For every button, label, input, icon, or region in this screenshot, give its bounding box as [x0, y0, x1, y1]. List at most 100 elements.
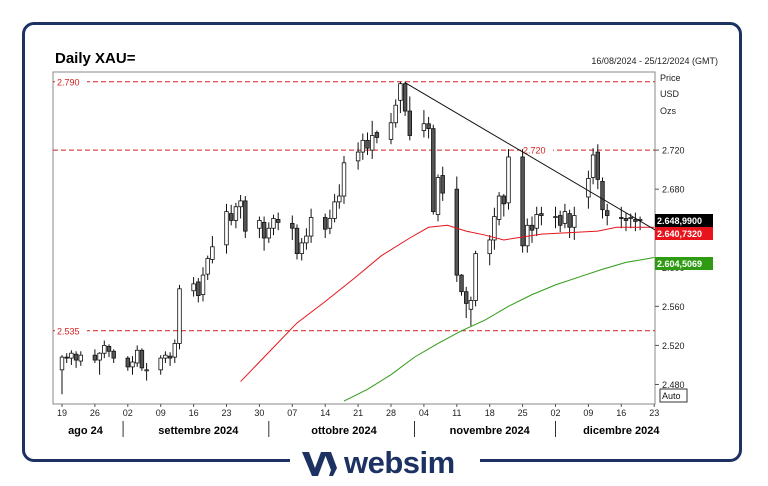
brand-bar: websim [0, 446, 768, 480]
x-tick-label: 18 [485, 408, 495, 418]
candle-body [73, 353, 79, 361]
candle-body [365, 139, 370, 149]
candle-body [158, 357, 163, 371]
candle-body [134, 349, 140, 364]
candle-body [398, 83, 403, 101]
price-axis-header: Price [660, 73, 681, 83]
moving-average-red [240, 224, 655, 382]
candle-body [210, 246, 215, 260]
candle-body [421, 123, 427, 131]
candle-body [501, 195, 506, 205]
websim-logo-icon [302, 452, 337, 476]
candle-body [529, 224, 535, 231]
candle-body [130, 361, 135, 368]
candle-body [525, 224, 530, 247]
candle-body [290, 222, 295, 229]
x-tick-label: 02 [123, 408, 133, 418]
candle-body [332, 201, 337, 219]
x-tick-label: 16 [616, 408, 626, 418]
candle-body [388, 122, 394, 140]
level-label-1: 2.720 [523, 146, 546, 156]
candle-body [341, 162, 347, 197]
currency-label: USD [660, 89, 680, 99]
candle-body [355, 151, 361, 162]
candle-body [623, 218, 629, 221]
candle-body [64, 356, 69, 359]
candle-body [402, 83, 408, 112]
level-label-2: 2.535 [57, 326, 80, 336]
moving-average-green [343, 257, 655, 402]
candle-body [459, 274, 464, 293]
candle-body [633, 219, 638, 222]
y-tick-label: 2.680 [662, 185, 685, 195]
candle-body [558, 215, 563, 226]
chart-card [22, 22, 742, 462]
candle-body [468, 300, 474, 310]
month-label: ottobre 2024 [311, 425, 377, 437]
candle-body [196, 281, 201, 297]
month-label: settembre 2024 [158, 425, 239, 437]
candlestick-series [59, 81, 643, 395]
candle-body [605, 210, 610, 216]
candle-body [487, 239, 492, 255]
y-tick-label: 2.480 [662, 380, 685, 390]
candle-body [144, 369, 149, 372]
candle-body [628, 217, 633, 219]
candle-body [102, 345, 107, 354]
candle-body [111, 350, 116, 359]
price-tag-bg [655, 214, 713, 227]
candle-body [473, 253, 478, 301]
candle-body [539, 213, 544, 216]
candle-body [506, 156, 511, 204]
candle-body [243, 200, 248, 232]
candle-body [463, 291, 469, 304]
x-tick-label: 23 [221, 408, 231, 418]
auto-button[interactable] [659, 388, 688, 403]
candle-body [337, 195, 342, 203]
candle-body [191, 283, 196, 292]
trendline-segment [404, 82, 660, 233]
price-tag-bg [655, 227, 713, 240]
level-label-bg-2 [55, 324, 87, 336]
x-tick-label: 16 [189, 408, 199, 418]
candle-body [261, 221, 267, 239]
candle-body [106, 345, 112, 352]
candle-body [374, 132, 380, 138]
candle-body [205, 258, 210, 275]
candle-body [426, 123, 431, 130]
candle-body [294, 227, 300, 255]
candle-body [431, 128, 436, 213]
candle-body [271, 218, 276, 229]
y-tick-label: 2.560 [662, 302, 685, 312]
candle-body [393, 104, 398, 124]
candle-body [322, 217, 328, 230]
candle-body [299, 242, 304, 255]
candle-body [224, 211, 229, 246]
candle-body [257, 220, 262, 229]
candle-body [454, 188, 459, 276]
x-tick-label: 26 [90, 408, 100, 418]
horizontal-levels: 2.790 2.720 2.535 [53, 75, 655, 336]
x-tick-label: 14 [320, 408, 330, 418]
candle-body [562, 211, 568, 224]
y-tick-label: 2.520 [662, 341, 685, 351]
brand-name: websim [344, 445, 455, 480]
month-label: novembre 2024 [450, 425, 531, 437]
candle-body [308, 217, 314, 237]
candle-body [567, 213, 572, 228]
candle-body [92, 354, 98, 361]
candle-body [266, 227, 271, 239]
x-tick-label: 28 [386, 408, 396, 418]
candle-body [125, 357, 130, 368]
price-tags: 2.648,9900 2.640,7320 2.604,5069 [655, 214, 713, 270]
candle-body [520, 156, 525, 247]
candle-body [595, 151, 600, 180]
candle-body [496, 195, 502, 220]
x-tick-label: 09 [583, 408, 593, 418]
candle-body [534, 214, 539, 229]
auto-button-label: Auto [662, 391, 681, 401]
candle-body [586, 178, 591, 198]
level-label-0: 2.790 [57, 77, 80, 87]
candle-body [238, 200, 243, 208]
trendline [404, 82, 660, 233]
